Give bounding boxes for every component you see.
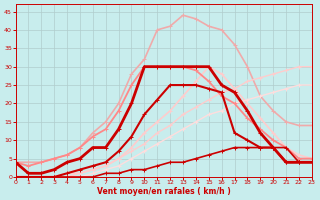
- X-axis label: Vent moyen/en rafales ( km/h ): Vent moyen/en rafales ( km/h ): [97, 187, 230, 196]
